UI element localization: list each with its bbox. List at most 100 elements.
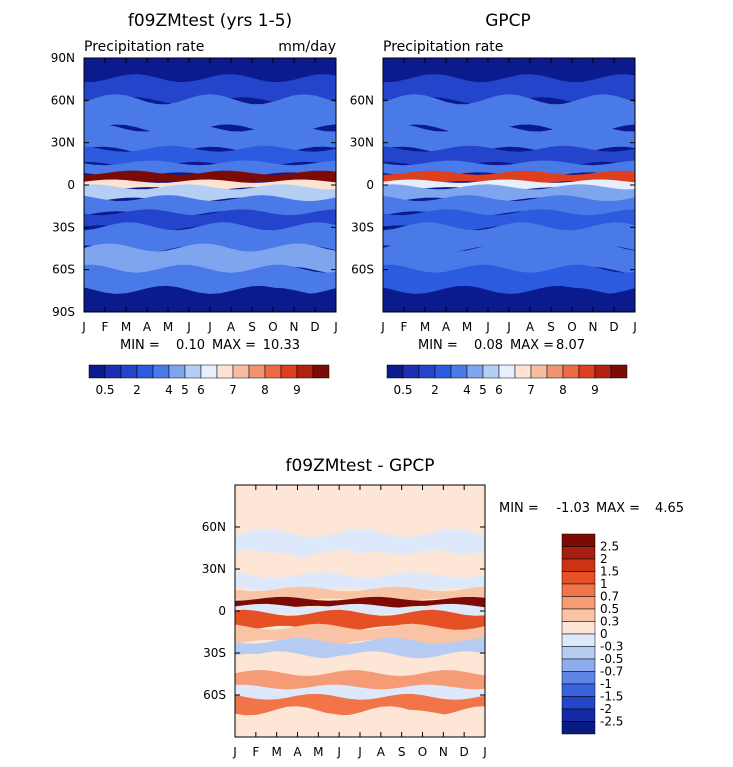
colorbar-swatch-obs-3 xyxy=(435,365,451,378)
y-tick-label-model-5: 60S xyxy=(52,263,75,277)
x-tick-label-model-9: O xyxy=(268,320,277,334)
x-tick-label-obs-3: A xyxy=(442,320,451,334)
x-tick-label-diff-7: A xyxy=(377,745,386,759)
x-tick-label-obs-12: J xyxy=(632,320,637,334)
panel-diff: f09ZMtest - GPCP J F M A M J J A S O N D J60N30N030S… xyxy=(202,456,684,759)
panel-model-colorbar: 0.5 2 4 5 6 7 8 9 xyxy=(89,365,329,397)
x-tick-label-obs-0: J xyxy=(380,320,385,334)
colorbar-swatch-model-9 xyxy=(233,365,249,378)
x-tick-label-obs-11: D xyxy=(609,320,618,334)
colorbar-label-model-2: 4 xyxy=(165,383,173,397)
colorbar-swatch-diff-15 xyxy=(562,722,595,735)
x-tick-label-obs-9: O xyxy=(567,320,576,334)
colorbar-swatch-obs-13 xyxy=(595,365,611,378)
colorbar-swatch-model-6 xyxy=(185,365,201,378)
x-tick-label-diff-0: J xyxy=(232,745,237,759)
x-tick-label-diff-10: N xyxy=(439,745,448,759)
x-tick-label-obs-4: M xyxy=(462,320,472,334)
colorbar-swatch-obs-7 xyxy=(499,365,515,378)
colorbar-swatch-obs-2 xyxy=(419,365,435,378)
panel-model-min-value: 0.10 xyxy=(176,338,205,353)
x-tick-label-diff-6: J xyxy=(357,745,362,759)
colorbar-swatch-diff-1 xyxy=(562,547,595,560)
colorbar-swatch-diff-14 xyxy=(562,709,595,722)
colorbar-swatch-obs-14 xyxy=(611,365,627,378)
x-tick-label-diff-2: M xyxy=(271,745,281,759)
colorbar-swatch-diff-13 xyxy=(562,697,595,710)
panel-obs-min-label: MIN = xyxy=(418,338,458,353)
colorbar-label-model-0: 0.5 xyxy=(95,383,114,397)
panel-diff-max-value: 4.65 xyxy=(655,501,684,516)
x-tick-label-diff-8: S xyxy=(398,745,406,759)
panel-obs-plot: J F M A M J J A S O N D J60N30N030S60S xyxy=(350,53,637,334)
panel-diff-colorbar: 2.521.510.70.50.30-0.3-0.5-0.7-1-1.5-2-2… xyxy=(562,534,623,734)
figure-canvas: f09ZMtest (yrs 1-5) Precipitation rate m… xyxy=(0,0,733,767)
colorbar-swatch-diff-4 xyxy=(562,584,595,597)
x-tick-label-diff-11: D xyxy=(460,745,469,759)
panel-model-subtitle: Precipitation rate xyxy=(84,39,204,55)
x-tick-label-obs-5: J xyxy=(485,320,490,334)
y-tick-label-diff-2: 0 xyxy=(218,604,226,618)
colorbar-swatch-obs-5 xyxy=(467,365,483,378)
colorbar-swatch-obs-8 xyxy=(515,365,531,378)
colorbar-swatch-model-14 xyxy=(313,365,329,378)
x-tick-label-model-11: D xyxy=(310,320,319,334)
colorbar-label-obs-1: 2 xyxy=(431,383,439,397)
colorbar-swatch-diff-2 xyxy=(562,559,595,572)
panel-obs-colorbar: 0.5 2 4 5 6 7 8 9 xyxy=(387,365,627,397)
field-obs xyxy=(383,53,635,317)
x-tick-label-obs-7: A xyxy=(526,320,535,334)
y-tick-label-diff-1: 30N xyxy=(202,562,226,576)
x-tick-label-diff-5: J xyxy=(336,745,341,759)
panel-model-units: mm/day xyxy=(278,39,336,55)
colorbar-label-obs-4: 6 xyxy=(495,383,503,397)
colorbar-label-obs-5: 7 xyxy=(527,383,535,397)
colorbar-swatch-obs-10 xyxy=(547,365,563,378)
colorbar-swatch-obs-0 xyxy=(387,365,403,378)
colorbar-swatch-model-4 xyxy=(153,365,169,378)
colorbar-label-model-1: 2 xyxy=(133,383,141,397)
y-tick-label-obs-0: 60N xyxy=(350,93,374,107)
y-tick-label-diff-0: 60N xyxy=(202,520,226,534)
colorbar-swatch-obs-9 xyxy=(531,365,547,378)
colorbar-swatch-model-3 xyxy=(137,365,153,378)
y-tick-label-diff-4: 60S xyxy=(203,688,226,702)
colorbar-swatch-model-13 xyxy=(297,365,313,378)
x-tick-label-model-7: A xyxy=(227,320,236,334)
x-tick-label-obs-1: F xyxy=(401,320,408,334)
colorbar-label-obs-0: 0.5 xyxy=(393,383,412,397)
colorbar-label-obs-2: 4 xyxy=(463,383,471,397)
y-tick-label-model-4: 30S xyxy=(52,220,75,234)
panel-diff-min-label: MIN = xyxy=(499,501,539,516)
colorbar-label-model-3: 5 xyxy=(181,383,189,397)
colorbar-swatch-model-0 xyxy=(89,365,105,378)
colorbar-label-model-5: 7 xyxy=(229,383,237,397)
x-tick-label-model-1: F xyxy=(102,320,109,334)
colorbar-swatch-obs-12 xyxy=(579,365,595,378)
colorbar-swatch-model-7 xyxy=(201,365,217,378)
colorbar-label-obs-7: 9 xyxy=(591,383,599,397)
colorbar-swatch-model-11 xyxy=(265,365,281,378)
colorbar-swatch-diff-6 xyxy=(562,609,595,622)
colorbar-swatch-diff-9 xyxy=(562,647,595,660)
panel-diff-title: f09ZMtest - GPCP xyxy=(285,456,434,476)
colorbar-label-model-6: 8 xyxy=(261,383,269,397)
x-tick-label-obs-8: S xyxy=(547,320,555,334)
x-tick-label-obs-10: N xyxy=(589,320,598,334)
x-tick-label-diff-9: O xyxy=(418,745,427,759)
colorbar-label-diff-14: -2.5 xyxy=(600,715,623,729)
x-tick-label-model-0: J xyxy=(81,320,86,334)
x-tick-label-model-2: M xyxy=(121,320,131,334)
y-tick-label-model-1: 60N xyxy=(51,93,75,107)
panel-model-title: f09ZMtest (yrs 1-5) xyxy=(128,11,292,31)
y-tick-label-model-3: 0 xyxy=(67,178,75,192)
colorbar-swatch-obs-6 xyxy=(483,365,499,378)
colorbar-swatch-model-10 xyxy=(249,365,265,378)
colorbar-swatch-diff-12 xyxy=(562,684,595,697)
panel-diff-max-label: MAX = xyxy=(596,501,640,516)
panel-obs-max-label: MAX = xyxy=(510,338,554,353)
colorbar-swatch-model-12 xyxy=(281,365,297,378)
x-tick-label-model-3: A xyxy=(143,320,152,334)
colorbar-label-model-7: 9 xyxy=(293,383,301,397)
